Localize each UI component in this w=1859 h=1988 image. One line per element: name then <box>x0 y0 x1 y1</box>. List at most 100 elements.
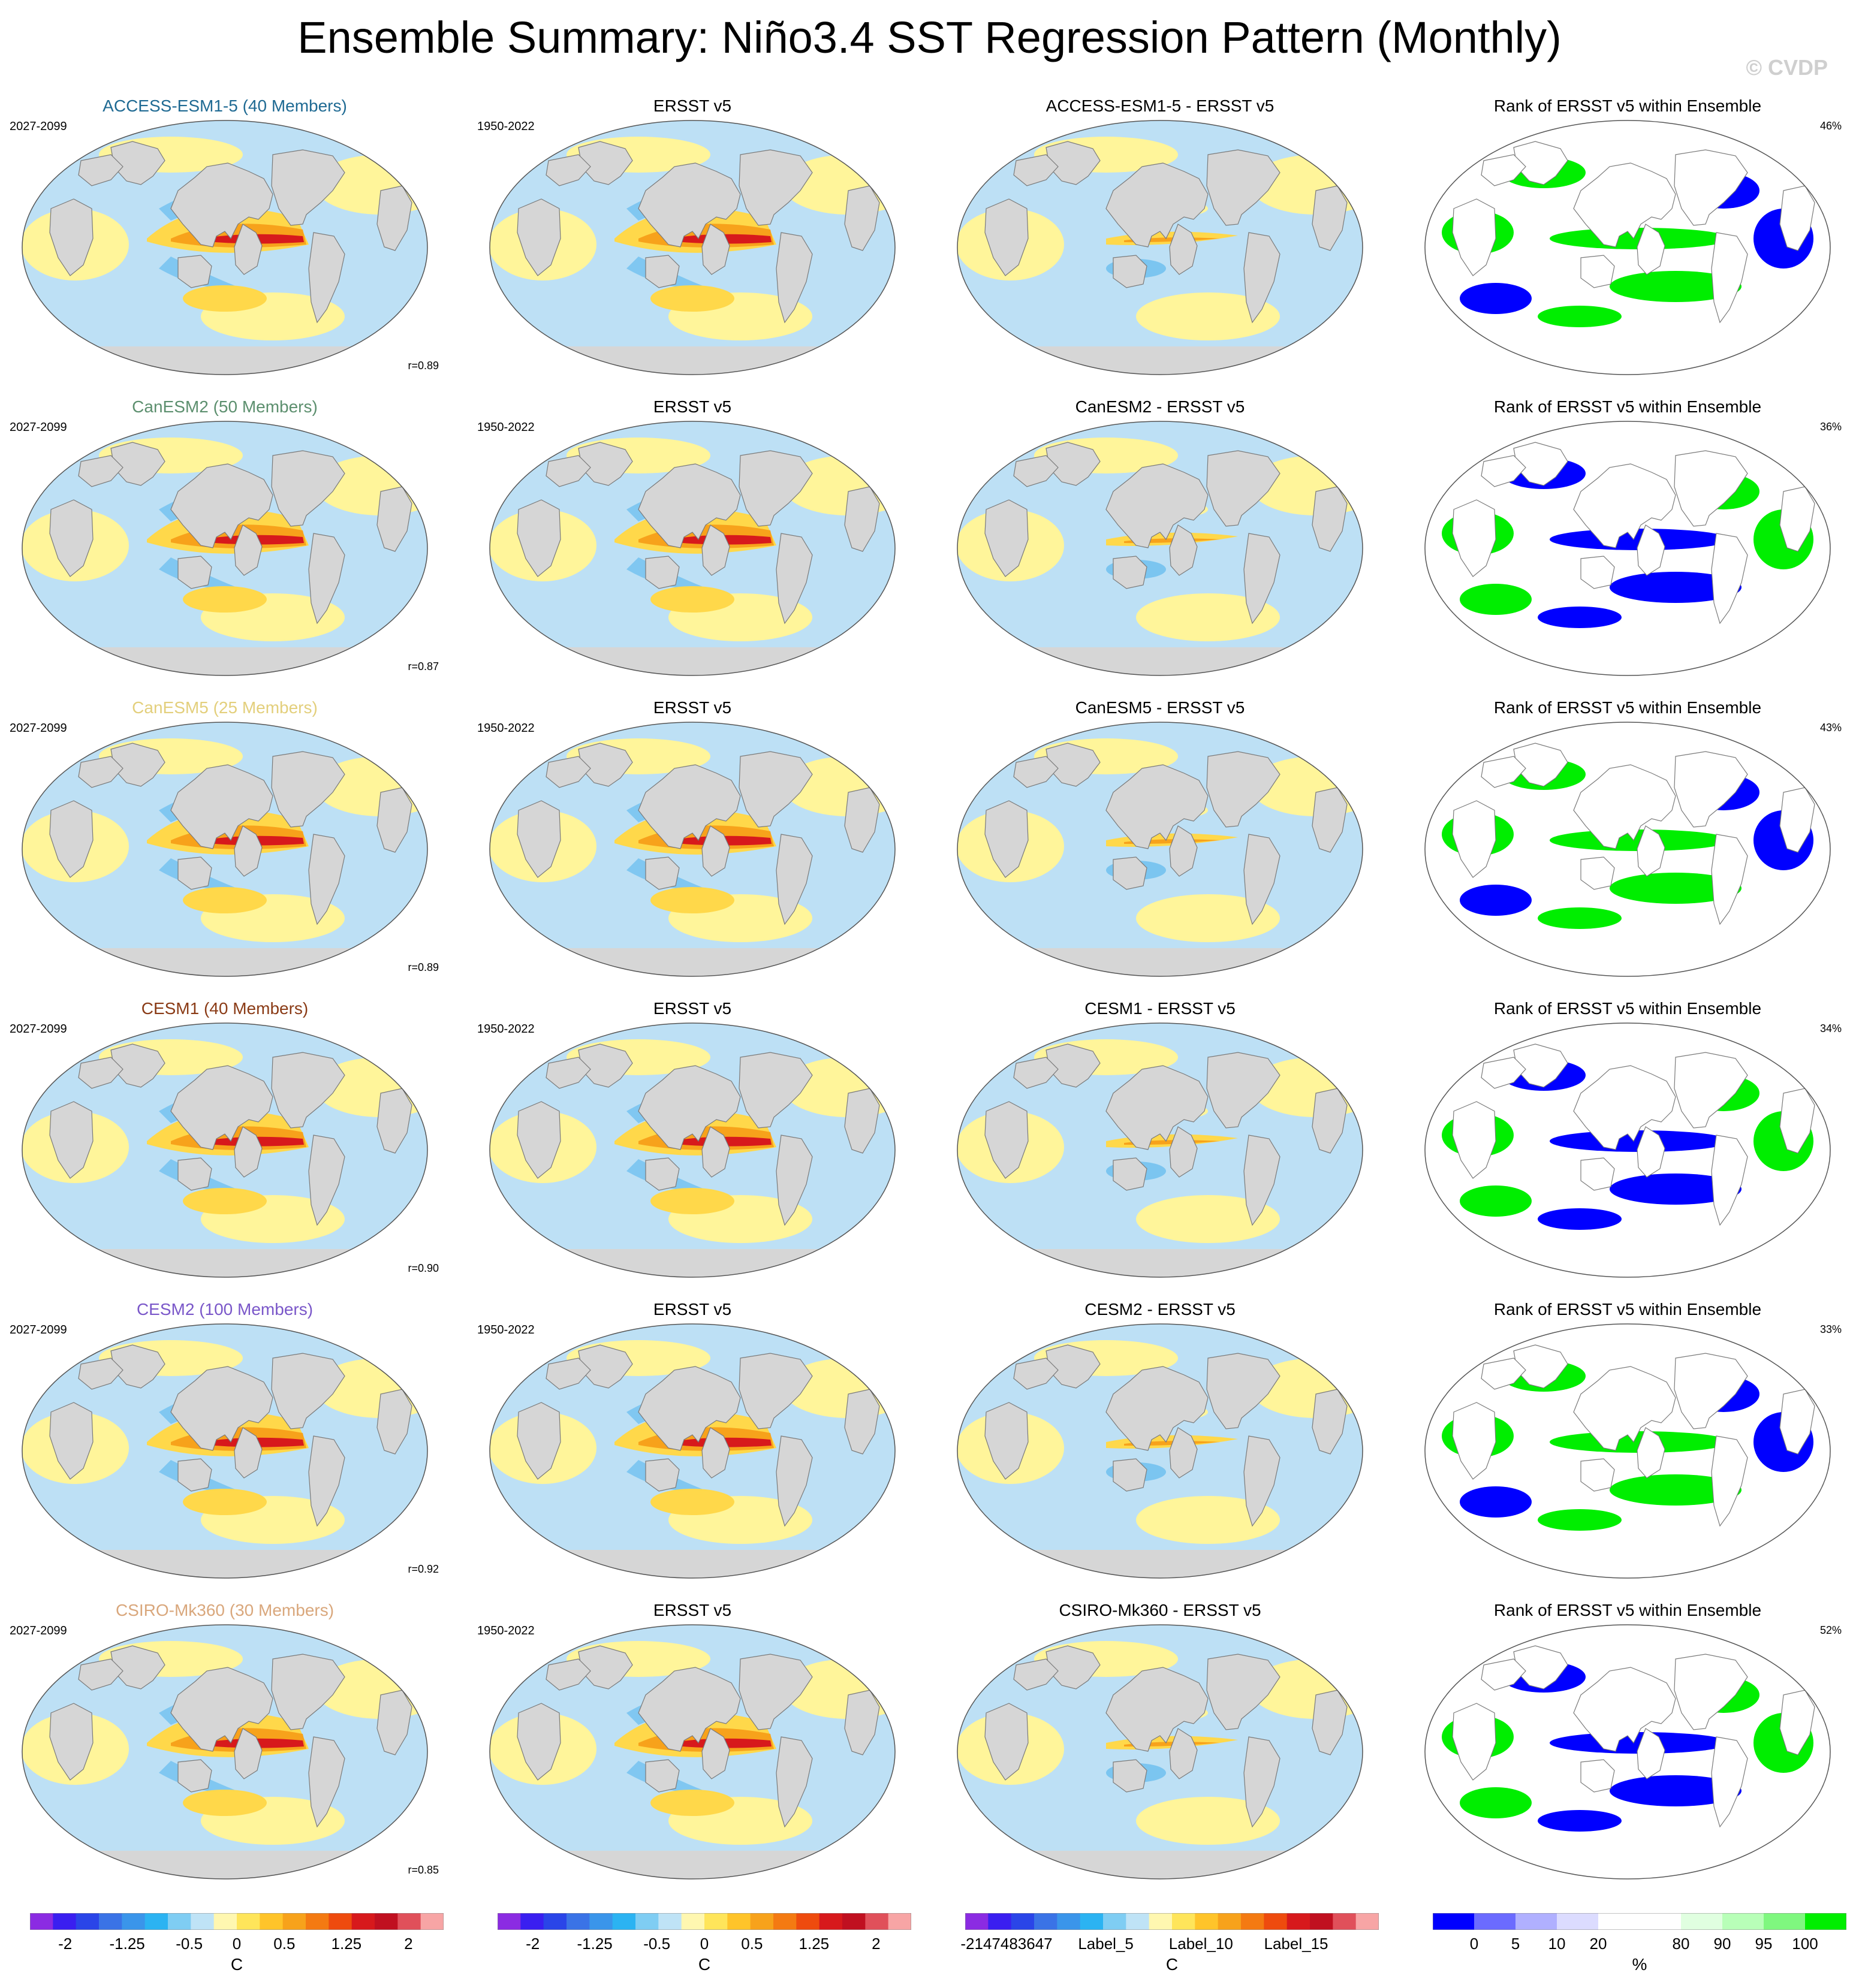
colorbar-swatch <box>589 1913 613 1930</box>
pattern-correlation: r=0.92 <box>408 1563 439 1575</box>
rank-panel: Rank of ERSST v5 within Ensemble 43% <box>1409 698 1846 979</box>
model-period: 2027-2099 <box>10 120 67 133</box>
colorbar-swatch <box>1172 1913 1195 1930</box>
model-period: 2027-2099 <box>10 722 67 735</box>
obs-title: ERSST v5 <box>653 1300 732 1319</box>
colorbar-tick-label: 95 <box>1755 1935 1773 1953</box>
colorbar-swatch <box>988 1913 1012 1930</box>
colorbar-swatch <box>796 1913 820 1930</box>
colorbar-swatch <box>122 1913 146 1930</box>
model-sst-map <box>22 722 428 977</box>
obs-panel: ERSST v5 1950-2022 <box>474 1299 911 1581</box>
colorbar-unit: C <box>698 1955 711 1974</box>
colorbar-swatch <box>1355 1913 1379 1930</box>
model-period: 2027-2099 <box>10 1022 67 1036</box>
colorbar-swatches <box>498 1913 911 1930</box>
colorbar-swatches <box>30 1913 444 1930</box>
colorbar-tick-label: 90 <box>1713 1935 1731 1953</box>
difference-map <box>957 120 1363 375</box>
rank-map <box>1424 1624 1831 1880</box>
colorbar-tick-label: 0 <box>232 1935 242 1953</box>
colorbar-swatch <box>260 1913 284 1930</box>
diff-panel: CESM2 - ERSST v5 <box>941 1299 1379 1581</box>
colorbar-tick-label: -0.5 <box>643 1935 671 1953</box>
rank-map <box>1424 421 1831 676</box>
difference-map <box>957 421 1363 676</box>
colorbar-tick-label: Label_15 <box>1264 1935 1328 1953</box>
colorbar-swatch <box>1149 1913 1173 1930</box>
colorbar-tick-label: 0 <box>1469 1935 1479 1953</box>
rank-percent: 36% <box>1819 421 1842 433</box>
colorbar-swatch <box>1557 1913 1599 1930</box>
diff-panel: ACCESS-ESM1-5 - ERSST v5 <box>941 96 1379 378</box>
colorbar-tick-label: 2 <box>872 1935 881 1953</box>
obs-period: 1950-2022 <box>477 1323 535 1337</box>
difference-map <box>957 1323 1363 1579</box>
colorbar-swatch <box>168 1913 191 1930</box>
pattern-correlation: r=0.85 <box>408 1864 439 1876</box>
model-sst-map <box>22 120 428 375</box>
colorbar-swatch <box>965 1913 989 1930</box>
obs-sst-map <box>489 120 896 375</box>
difference-map <box>957 1624 1363 1880</box>
obs-panel: ERSST v5 1950-2022 <box>474 96 911 378</box>
diff-panel: CanESM2 - ERSST v5 <box>941 397 1379 678</box>
obs-title: ERSST v5 <box>653 999 732 1018</box>
colorbar-swatch <box>191 1913 215 1930</box>
rank-panel: Rank of ERSST v5 within Ensemble 34% <box>1409 998 1846 1280</box>
obs-period: 1950-2022 <box>477 1022 535 1036</box>
colorbar-swatch <box>635 1913 659 1930</box>
colorbar-swatch <box>612 1913 636 1930</box>
rank-title: Rank of ERSST v5 within Ensemble <box>1493 1601 1762 1619</box>
model-title: CSIRO-Mk360 (30 Members) <box>115 1601 335 1619</box>
rank-panel: Rank of ERSST v5 within Ensemble 52% <box>1409 1600 1846 1882</box>
obs-sst-map <box>489 421 896 676</box>
colorbar-swatch <box>865 1913 889 1930</box>
colorbar-swatch <box>99 1913 122 1930</box>
watermark: © CVDP <box>1746 55 1828 80</box>
colorbar-swatch <box>520 1913 544 1930</box>
model-panel: CESM2 (100 Members) 2027-2099 r=0.92 <box>6 1299 444 1581</box>
colorbar-swatch <box>567 1913 590 1930</box>
diff-title: ACCESS-ESM1-5 - ERSST v5 <box>1046 96 1275 115</box>
colorbar-swatch <box>1286 1913 1310 1930</box>
colorbar-swatch <box>842 1913 866 1930</box>
colorbar-swatch <box>1640 1913 1682 1930</box>
colorbar-swatch <box>397 1913 421 1930</box>
rank-map <box>1424 120 1831 375</box>
pattern-correlation: r=0.87 <box>408 660 439 672</box>
model-panel: CESM1 (40 Members) 2027-2099 r=0.90 <box>6 998 444 1280</box>
colorbar-swatch <box>213 1913 237 1930</box>
rank-title: Rank of ERSST v5 within Ensemble <box>1493 1300 1762 1319</box>
obs-panel: ERSST v5 1950-2022 <box>474 1600 911 1882</box>
colorbar-tick-label: 0.5 <box>741 1935 763 1953</box>
model-sst-map <box>22 1022 428 1278</box>
colorbar-swatch <box>543 1913 567 1930</box>
model-title: CanESM5 (25 Members) <box>132 698 318 717</box>
colorbar-swatch <box>1515 1913 1557 1930</box>
obs-period: 1950-2022 <box>477 722 535 735</box>
colorbar-swatch <box>773 1913 797 1930</box>
colorbar-swatch <box>658 1913 682 1930</box>
rank-title: Rank of ERSST v5 within Ensemble <box>1493 698 1762 717</box>
colorbar-swatch <box>750 1913 774 1930</box>
colorbar: 0 5 10 20 80 90 95 100% <box>1433 1913 1846 1985</box>
colorbar-tick-label: 0.5 <box>273 1935 296 1953</box>
obs-sst-map <box>489 722 896 977</box>
obs-sst-map <box>489 1624 896 1880</box>
model-panel: CSIRO-Mk360 (30 Members) 2027-2099 r=0.85 <box>6 1600 444 1882</box>
colorbar-swatch <box>144 1913 168 1930</box>
rank-percent: 34% <box>1819 1022 1842 1034</box>
diff-title: CESM2 - ERSST v5 <box>1084 1300 1236 1319</box>
obs-title: ERSST v5 <box>653 96 732 115</box>
diff-panel: CESM1 - ERSST v5 <box>941 998 1379 1280</box>
pattern-correlation: r=0.90 <box>408 1262 439 1274</box>
rank-percent: 33% <box>1819 1323 1842 1335</box>
colorbar-tick-label: 2 <box>404 1935 413 1953</box>
colorbar-swatch <box>1264 1913 1288 1930</box>
colorbar: -2147483647 Label_5 Label_10 Label_15 C <box>960 1913 1379 1985</box>
colorbar-swatch <box>375 1913 398 1930</box>
colorbar-swatch <box>329 1913 352 1930</box>
colorbar: -2 -1.25 -0.5 0 0.5 1.25 2 C <box>498 1913 911 1985</box>
rank-map <box>1424 722 1831 977</box>
